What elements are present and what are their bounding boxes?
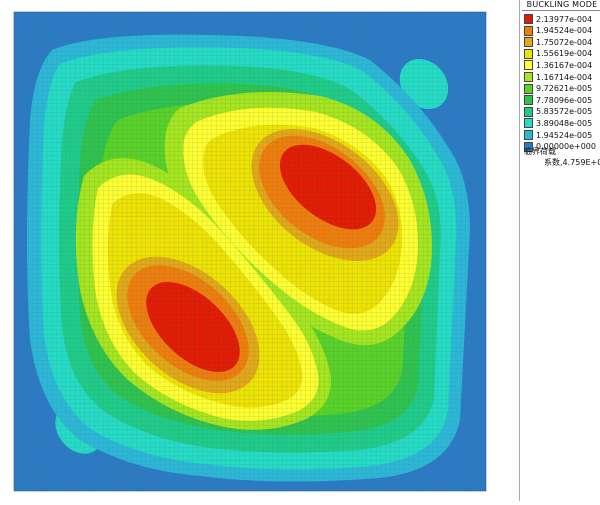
buckling-contour-map bbox=[13, 11, 487, 492]
legend-entry: 9.72621e-005 bbox=[524, 83, 592, 95]
legend-color-swatch bbox=[524, 95, 533, 106]
legend-value-label: 0.00000e+000 bbox=[536, 142, 596, 152]
legend-entry: 2.13977e-004 bbox=[524, 13, 592, 25]
legend-value-label: 1.94524e-005 bbox=[536, 130, 593, 140]
legend-entry: 0.00000e+000 bbox=[524, 141, 596, 153]
legend-color-swatch bbox=[524, 106, 533, 117]
legend-value-label: 1.75072e-004 bbox=[536, 37, 593, 47]
panel-divider bbox=[519, 0, 520, 501]
legend-color-swatch bbox=[524, 60, 533, 71]
legend-color-swatch bbox=[524, 130, 533, 140]
legend-entry: 5.83572e-005 bbox=[524, 106, 592, 118]
legend-value-label: 3.89048e-005 bbox=[536, 118, 593, 128]
legend-color-swatch bbox=[524, 118, 533, 129]
legend-color-swatch bbox=[524, 25, 533, 36]
legend-color-swatch bbox=[524, 141, 533, 152]
legend-value-label: 1.94524e-004 bbox=[536, 26, 593, 36]
legend-value-label: 5.83572e-005 bbox=[536, 107, 593, 117]
legend-value-label: 1.55619e-004 bbox=[536, 49, 593, 59]
legend-color-swatch bbox=[524, 48, 533, 59]
legend-color-swatch bbox=[524, 14, 533, 24]
legend-entry: 3.89048e-005 bbox=[524, 117, 592, 129]
fe-mesh-grid bbox=[14, 12, 486, 491]
legend-value-label: 1.36167e-004 bbox=[536, 60, 593, 70]
legend-color-swatch bbox=[524, 37, 533, 48]
legend-title-divider bbox=[522, 10, 600, 11]
critical-load-label: 临界荷载 bbox=[524, 147, 556, 156]
legend-entry: 7.78096e-005 bbox=[524, 94, 592, 106]
plate-border bbox=[13, 11, 487, 492]
legend-panel: BUCKLING MODE 2.13977e-004 1.94524e-004 1.… bbox=[522, 0, 600, 501]
legend-title: BUCKLING MODE bbox=[526, 0, 598, 9]
critical-load-factor: 系数,4.759E+003 bbox=[544, 158, 600, 167]
legend-entry: 1.55619e-004 bbox=[524, 48, 592, 60]
legend-entry: 1.36167e-004 bbox=[524, 59, 592, 71]
legend-entry: 1.75072e-004 bbox=[524, 36, 592, 48]
legend-color-swatch bbox=[524, 83, 533, 94]
buckling-mode-plot bbox=[13, 11, 487, 492]
legend-entry: 1.94524e-004 bbox=[524, 25, 592, 37]
legend-value-label: 7.78096e-005 bbox=[536, 95, 593, 105]
legend-entry: 1.16714e-004 bbox=[524, 71, 592, 83]
legend-color-swatch bbox=[524, 72, 533, 82]
legend-value-label: 1.16714e-004 bbox=[536, 72, 593, 82]
legend-value-label: 9.72621e-005 bbox=[536, 84, 593, 94]
legend-value-label: 2.13977e-004 bbox=[536, 14, 593, 24]
legend-entry: 1.94524e-005 bbox=[524, 129, 592, 141]
